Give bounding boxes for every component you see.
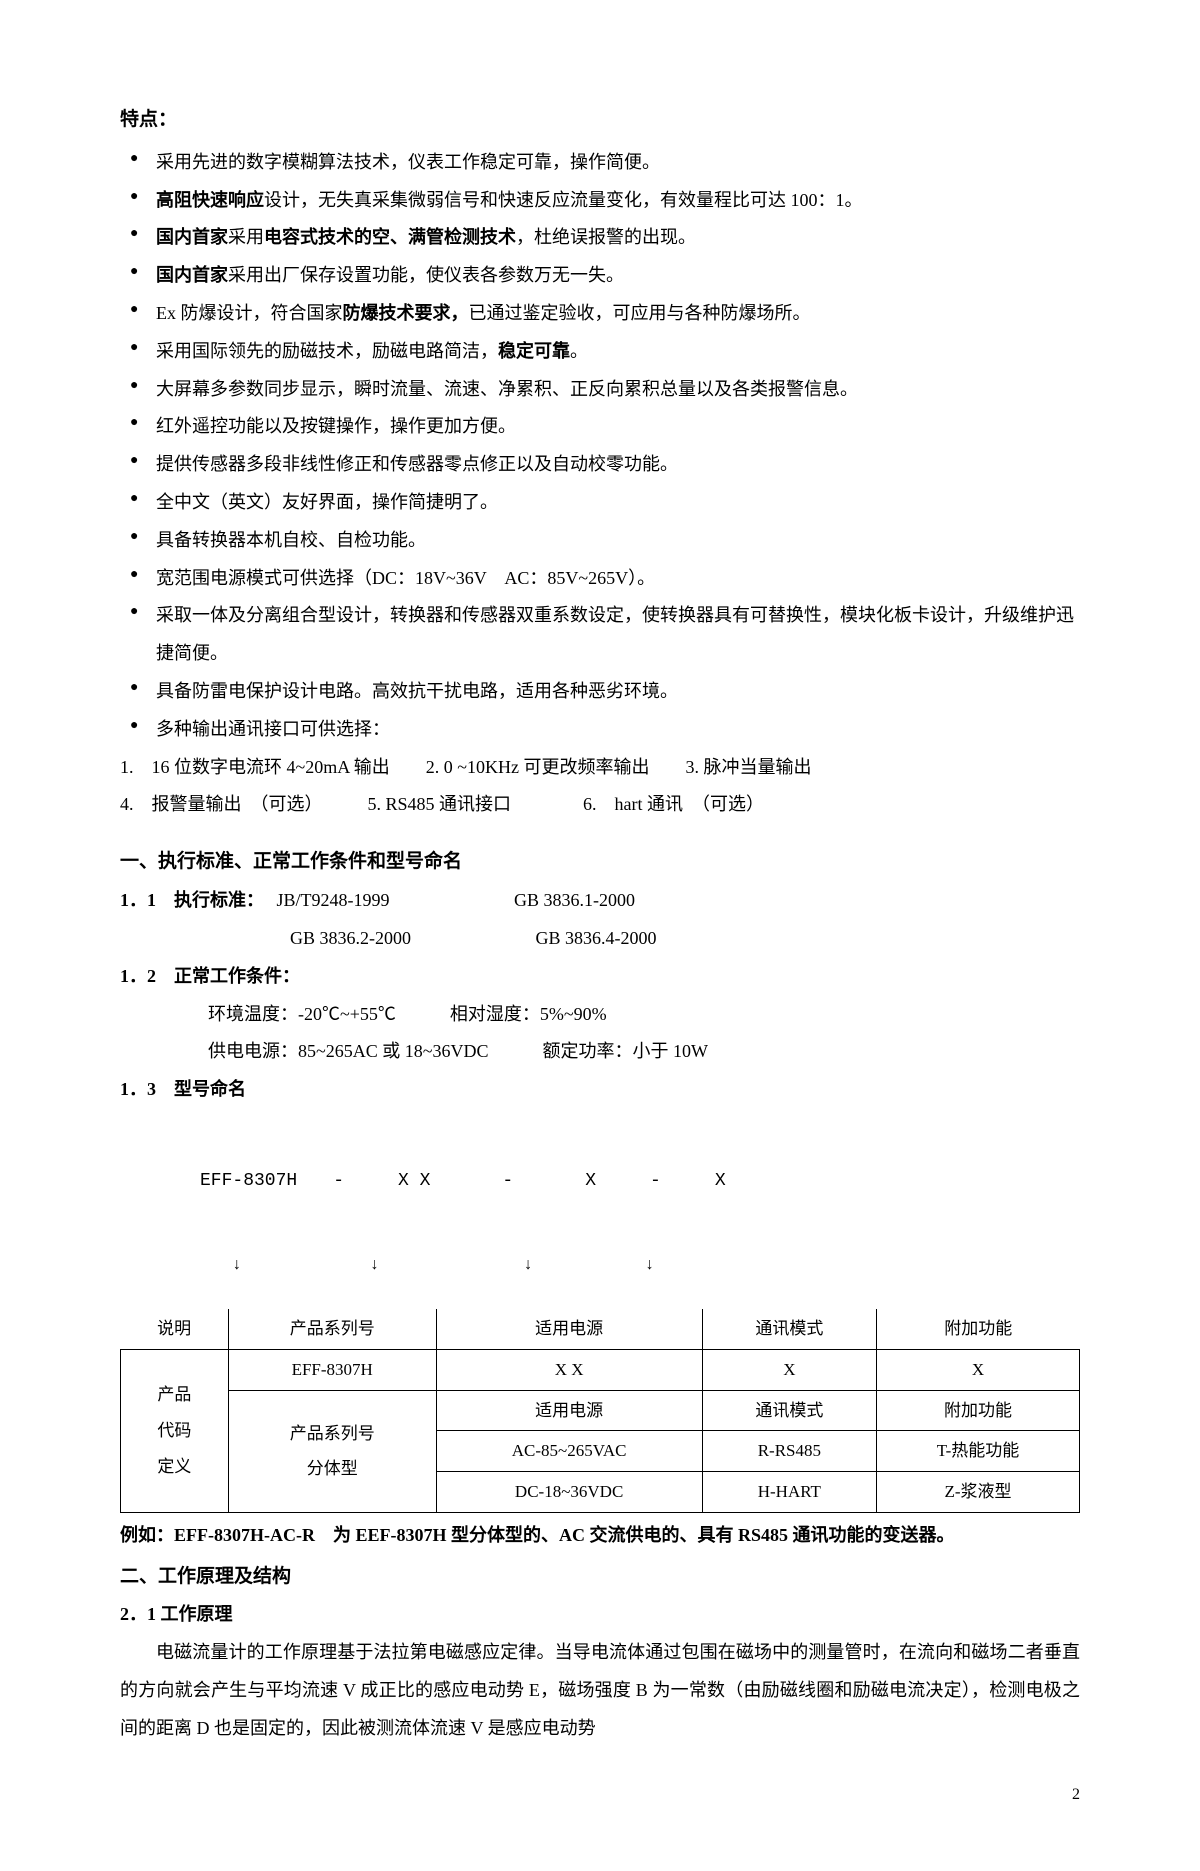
feature-item: 具备转换器本机自校、自检功能。 — [120, 522, 1080, 560]
model-diagram-line1: EFF-8307H - X X - X - X — [200, 1167, 1080, 1196]
table-cell: EFF-8307H — [228, 1349, 436, 1390]
table-cell-rowlabel: 产品 代码 定义 — [121, 1349, 229, 1512]
section-2-sub: 2．1 工作原理 — [120, 1596, 1080, 1634]
feature-item: 具备防雷电保护设计电路。高效抗干扰电路，适用各种恶劣环境。 — [120, 673, 1080, 711]
table-cell: H-HART — [702, 1472, 876, 1513]
feature-item: 大屏幕多参数同步显示，瞬时流量、流速、净累积、正反向累积总量以及各类报警信息。 — [120, 371, 1080, 409]
table-cell: R-RS485 — [702, 1431, 876, 1472]
feature-item: 全中文（英文）友好界面，操作简捷明了。 — [120, 484, 1080, 522]
table-cell: 适用电源 — [436, 1309, 702, 1349]
table-cell: 说明 — [121, 1309, 229, 1349]
table-row: 产品 代码 定义 EFF-8307H X X X X — [121, 1349, 1080, 1390]
conditions-line1: 环境温度：-20℃~+55℃ 相对湿度：5%~90% — [120, 996, 1080, 1034]
model-title: 1．3 型号命名 — [120, 1071, 1080, 1109]
section-1-title: 一、执行标准、正常工作条件和型号命名 — [120, 842, 1080, 882]
table-cell: 附加功能 — [877, 1309, 1080, 1349]
conditions-label: 1．2 正常工作条件： — [120, 958, 1080, 996]
output-option-line: 1. 16 位数字电流环 4~20mA 输出 2. 0 ~10KHz 可更改频率… — [120, 749, 1080, 787]
example-line: 例如：EFF-8307H-AC-R 为 EEF-8307H 型分体型的、AC 交… — [120, 1517, 1080, 1555]
standards-label: 1．1 执行标准： — [120, 890, 264, 910]
features-title: 特点： — [120, 100, 1080, 140]
feature-item: Ex 防爆设计，符合国家防爆技术要求，已通过鉴定验收，可应用与各种防爆场所。 — [120, 295, 1080, 333]
feature-item: 采取一体及分离组合型设计，转换器和传感器双重系数设定，使转换器具有可替换性，模块… — [120, 597, 1080, 673]
table-cell: 产品系列号 — [228, 1309, 436, 1349]
model-table: 说明 产品系列号 适用电源 通讯模式 附加功能 产品 代码 定义 EFF-830… — [120, 1309, 1080, 1512]
table-row: 说明 产品系列号 适用电源 通讯模式 附加功能 — [121, 1309, 1080, 1349]
standards-block: 1．1 执行标准： JB/T9248-1999 GB 3836.1-2000 G… — [120, 882, 1080, 958]
feature-item: 国内首家采用出厂保存设置功能，使仪表各参数万无一失。 — [120, 257, 1080, 295]
section-2-title: 二、工作原理及结构 — [120, 1557, 1080, 1597]
table-cell: 产品系列号 分体型 — [228, 1390, 436, 1512]
table-cell: 适用电源 — [436, 1390, 702, 1431]
standards-2b: GB 3836.4-2000 — [536, 928, 657, 948]
page-number: 2 — [120, 1778, 1080, 1812]
table-cell: X — [877, 1349, 1080, 1390]
feature-item: 国内首家采用电容式技术的空、满管检测技术，杜绝误报警的出现。 — [120, 219, 1080, 257]
feature-item: 多种输出通讯接口可供选择： — [120, 711, 1080, 749]
output-option-line: 4. 报警量输出 （可选） 5. RS485 通讯接口 6. hart 通讯 （… — [120, 786, 1080, 824]
conditions-block: 1．2 正常工作条件： 环境温度：-20℃~+55℃ 相对湿度：5%~90% 供… — [120, 958, 1080, 1071]
table-cell: T-热能功能 — [877, 1431, 1080, 1472]
table-cell: AC-85~265VAC — [436, 1431, 702, 1472]
table-cell: DC-18~36VDC — [436, 1472, 702, 1513]
feature-item: 采用先进的数字模糊算法技术，仪表工作稳定可靠，操作简便。 — [120, 144, 1080, 182]
table-cell: X X — [436, 1349, 702, 1390]
table-cell: X — [702, 1349, 876, 1390]
table-cell: 通讯模式 — [702, 1309, 876, 1349]
feature-item: 红外遥控功能以及按键操作，操作更加方便。 — [120, 408, 1080, 446]
standards-1a: JB/T9248-1999 — [277, 890, 390, 910]
features-list: 采用先进的数字模糊算法技术，仪表工作稳定可靠，操作简便。高阻快速响应设计，无失真… — [120, 144, 1080, 749]
table-cell: 附加功能 — [877, 1390, 1080, 1431]
model-diagram: EFF-8307H - X X - X - X ↓ ↓ ↓ ↓ — [200, 1109, 1080, 1307]
feature-item: 采用国际领先的励磁技术，励磁电路简洁，稳定可靠。 — [120, 333, 1080, 371]
section-2-para: 电磁流量计的工作原理基于法拉第电磁感应定律。当导电流体通过包围在磁场中的测量管时… — [120, 1634, 1080, 1747]
feature-item: 高阻快速响应设计，无失真采集微弱信号和快速反应流量变化，有效量程比可达 100：… — [120, 182, 1080, 220]
table-row: 产品系列号 分体型 适用电源 通讯模式 附加功能 — [121, 1390, 1080, 1431]
standards-1b: GB 3836.1-2000 — [514, 890, 635, 910]
model-diagram-arrows: ↓ ↓ ↓ ↓ — [200, 1253, 1080, 1279]
table-cell: Z-浆液型 — [877, 1472, 1080, 1513]
feature-item: 宽范围电源模式可供选择（DC：18V~36V AC：85V~265V）。 — [120, 560, 1080, 598]
standards-2a: GB 3836.2-2000 — [290, 928, 411, 948]
output-options: 1. 16 位数字电流环 4~20mA 输出 2. 0 ~10KHz 可更改频率… — [120, 749, 1080, 825]
conditions-line2: 供电电源：85~265AC 或 18~36VDC 额定功率：小于 10W — [120, 1033, 1080, 1071]
table-cell: 通讯模式 — [702, 1390, 876, 1431]
feature-item: 提供传感器多段非线性修正和传感器零点修正以及自动校零功能。 — [120, 446, 1080, 484]
